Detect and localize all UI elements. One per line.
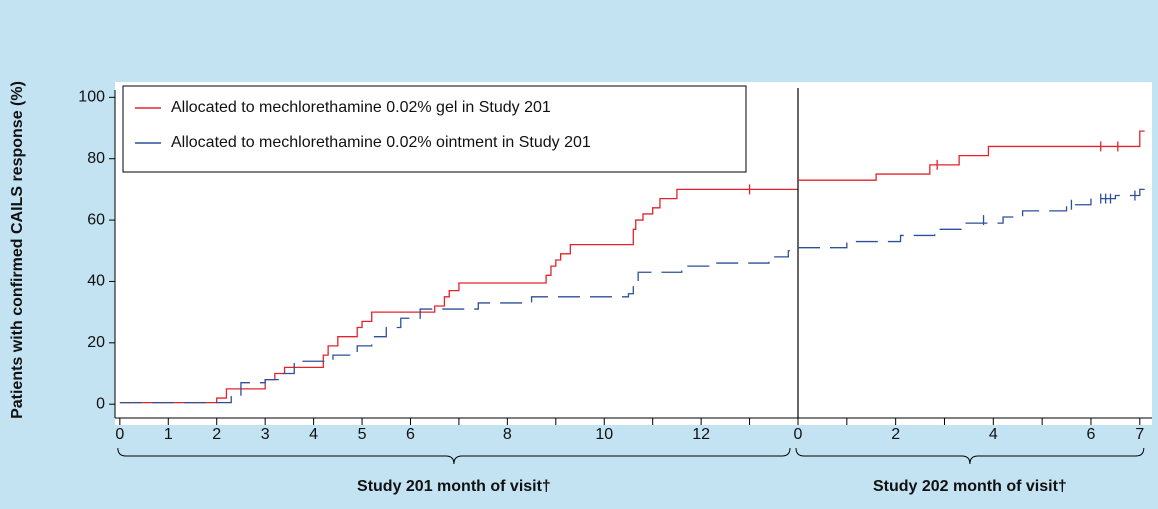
y-tick-label: 80 <box>87 150 105 167</box>
x-tick-label: 10 <box>595 426 613 443</box>
brace <box>795 447 1145 465</box>
y-axis-label: Patients with confirmed CAILS response (… <box>9 81 26 419</box>
x-tick-label: 4 <box>989 426 998 443</box>
km-curve <box>119 250 798 404</box>
x-tick-label: 5 <box>358 426 367 443</box>
y-tick-label: 40 <box>87 273 105 290</box>
y-tick-label: 100 <box>78 89 105 106</box>
x-tick-label: 3 <box>261 426 270 443</box>
y-tick-label: 0 <box>96 395 105 412</box>
y-tick-label: 60 <box>87 211 105 228</box>
x-tick-label: 1 <box>164 426 173 443</box>
x-tick-label: 6 <box>406 426 415 443</box>
x-axis-label: Study 202 month of visit† <box>873 478 1067 495</box>
x-tick-label: 12 <box>692 426 710 443</box>
x-tick-label: 2 <box>212 426 221 443</box>
legend-label: Allocated to mechlorethamine 0.02% gel i… <box>171 99 551 116</box>
x-tick-label: 0 <box>115 426 124 443</box>
x-tick-label: 4 <box>309 426 318 443</box>
legend-box <box>122 85 747 173</box>
legend-label: Allocated to mechlorethamine 0.02% ointm… <box>171 134 591 151</box>
x-tick-label: 2 <box>891 426 900 443</box>
x-tick-label: 6 <box>1087 426 1096 443</box>
km-curve <box>798 188 1145 249</box>
x-tick-label: 7 <box>1135 426 1144 443</box>
km-curve <box>798 130 1145 181</box>
x-tick-label: 8 <box>503 426 512 443</box>
y-tick-label: 20 <box>87 334 105 351</box>
x-axis-label: Study 201 month of visit† <box>357 478 551 495</box>
brace <box>117 447 791 465</box>
x-tick-label: 0 <box>794 426 803 443</box>
